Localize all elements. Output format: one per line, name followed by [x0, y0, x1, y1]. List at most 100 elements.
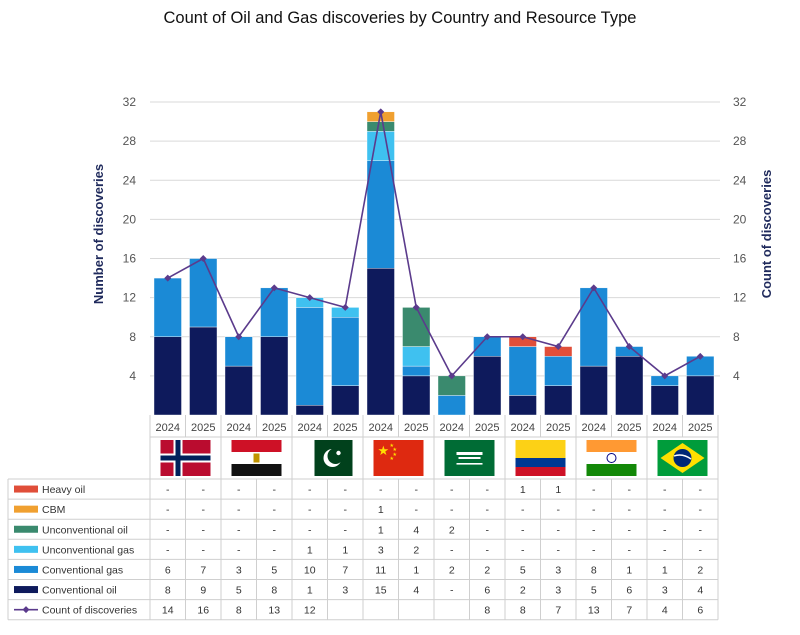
bar-conventional-oil — [189, 326, 218, 416]
bar-conventional-gas — [508, 346, 537, 396]
axes: 4 4 8 8 12 12 16 16 20 20 24 24 28 28 32 32 Number of di… — [91, 95, 774, 383]
table-cell: 5 — [520, 564, 526, 576]
table-cell: 1 — [307, 585, 313, 597]
table-cell: 8 — [520, 605, 526, 617]
table-cell: 5 — [591, 585, 597, 597]
bar-conventional-oil — [260, 336, 289, 416]
bar-conventional-oil — [473, 356, 502, 416]
year-label: 2025 — [475, 422, 499, 434]
y2-tick-label: 12 — [733, 291, 747, 305]
table-cell: 3 — [555, 564, 561, 576]
table-cell: - — [663, 484, 667, 496]
table-cell: - — [592, 484, 596, 496]
year-label: 2025 — [546, 422, 570, 434]
table-cell: 6 — [626, 585, 632, 597]
year-label: 2024 — [156, 422, 180, 434]
y2-tick-label: 32 — [733, 95, 747, 109]
count-point — [590, 284, 598, 292]
y2-tick-label: 16 — [733, 252, 747, 266]
count-point — [270, 284, 278, 292]
flag-band — [515, 458, 566, 467]
bar-conventional-gas — [366, 160, 395, 269]
flag-star — [336, 450, 341, 456]
table-cell: 5 — [271, 564, 277, 576]
bar-unconventional-gas — [402, 346, 431, 367]
y-tick-label: 12 — [123, 291, 137, 305]
pakistan-flag — [302, 440, 353, 476]
flag-star: ★ — [390, 456, 395, 462]
flag-band — [586, 440, 637, 452]
table-cell: - — [557, 544, 561, 556]
table-cell: - — [202, 524, 206, 536]
bar-conventional-oil — [224, 365, 253, 416]
table-cell: - — [308, 524, 312, 536]
table-cell: 2 — [413, 544, 419, 556]
flag-band — [231, 440, 282, 452]
y-tick-label: 8 — [129, 330, 136, 344]
flag-band — [515, 467, 566, 476]
y2-tick-label: 20 — [733, 212, 747, 226]
table-cell: - — [237, 504, 241, 516]
row-label: Heavy oil — [42, 484, 85, 496]
y2-tick-label: 28 — [733, 134, 747, 148]
flag-chakra — [606, 453, 617, 463]
y2-tick-label: 8 — [733, 330, 740, 344]
colombia-flag — [515, 440, 566, 476]
table-cell: - — [344, 524, 348, 536]
count-point — [519, 333, 527, 341]
year-label: 2024 — [298, 422, 322, 434]
count-point — [235, 333, 243, 341]
flag-globe — [673, 449, 692, 467]
india-flag — [586, 440, 637, 476]
table-cell: - — [486, 524, 490, 536]
row-label: CBM — [42, 504, 65, 516]
bar-conventional-gas — [260, 287, 289, 337]
table-cell: 2 — [520, 585, 526, 597]
table-cell: 12 — [304, 605, 316, 617]
table-cell: - — [699, 484, 703, 496]
saudi-arabia-flag — [444, 440, 495, 476]
bar-conventional-gas — [153, 277, 182, 337]
table-cell: - — [273, 544, 277, 556]
table-cell: 1 — [307, 544, 313, 556]
table-cell: 3 — [555, 585, 561, 597]
flag-star: ★ — [393, 447, 398, 453]
flag-script — [456, 452, 483, 455]
row-label: Conventional oil — [42, 585, 117, 597]
count-point — [412, 303, 420, 311]
table-cell: - — [308, 484, 312, 496]
year-label: 2025 — [617, 422, 641, 434]
table-cell: 4 — [413, 585, 419, 597]
table-cell: - — [557, 504, 561, 516]
bar-conventional-oil — [615, 356, 644, 416]
count-line-path — [167, 111, 701, 378]
year-label: 2025 — [191, 422, 215, 434]
bar-conventional-gas — [224, 336, 253, 367]
table-cell: - — [663, 504, 667, 516]
year-label: 2025 — [333, 422, 357, 434]
table-cell: - — [273, 504, 277, 516]
flag-emblem — [253, 453, 260, 463]
table-cell: - — [450, 484, 454, 496]
table-cell: 8 — [236, 605, 242, 617]
table-cell: 16 — [197, 605, 209, 617]
flag-cross — [160, 455, 211, 461]
year-label: 2024 — [653, 422, 677, 434]
table-cell: - — [486, 484, 490, 496]
table-cell: - — [344, 484, 348, 496]
y2-axis-label: Count of discoveries — [759, 170, 774, 299]
table-cell: 3 — [378, 544, 384, 556]
table-cell: - — [166, 484, 170, 496]
count-point — [696, 352, 704, 360]
table-cell: - — [592, 524, 596, 536]
table-cell: - — [628, 544, 632, 556]
y-tick-label: 16 — [123, 252, 137, 266]
y-tick-label: 20 — [123, 212, 137, 226]
bars — [153, 111, 715, 416]
count-point — [199, 255, 207, 263]
flag-star: ★ — [378, 444, 390, 459]
bar-conventional-oil — [402, 375, 431, 416]
table-cell: 1 — [555, 484, 561, 496]
bar-conventional-oil — [650, 385, 679, 416]
table-cell: 1 — [520, 484, 526, 496]
